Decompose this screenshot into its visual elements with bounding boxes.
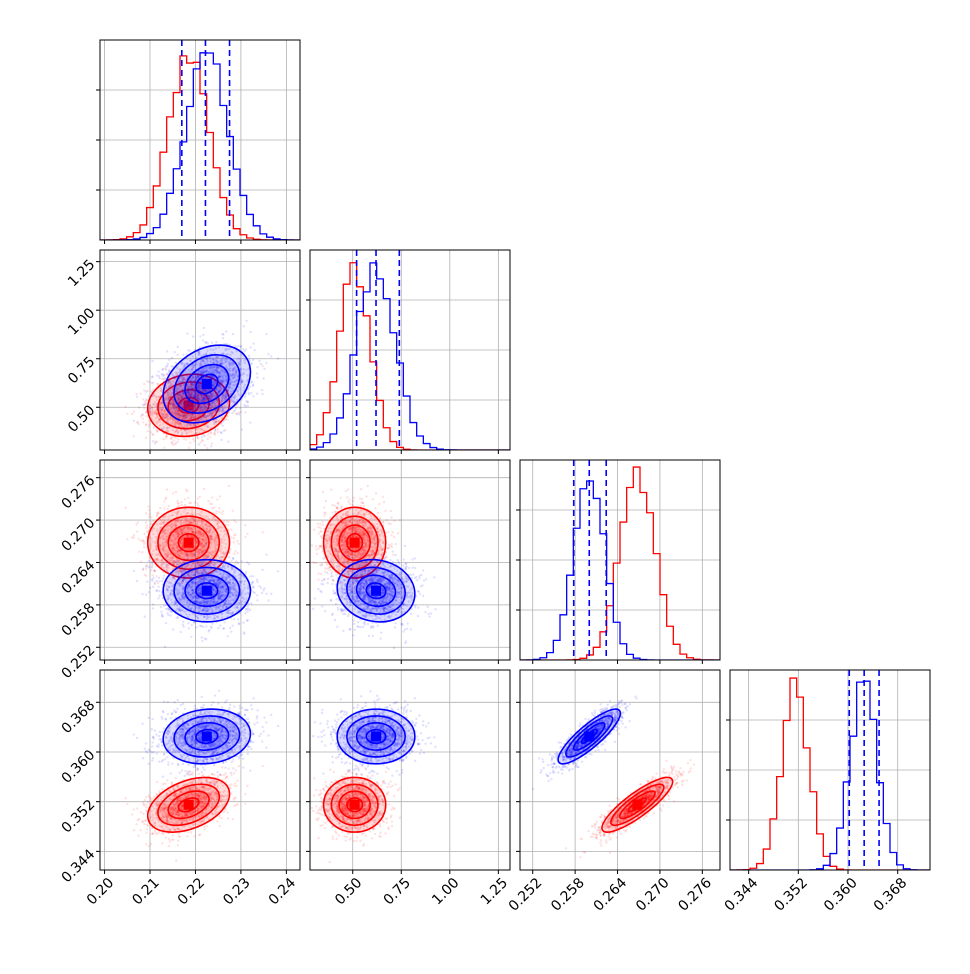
x-tick-label: 0.344 xyxy=(722,875,762,915)
panel-frame xyxy=(100,670,300,870)
blue-histogram xyxy=(520,481,720,660)
blue-density-peak xyxy=(584,731,594,741)
panel-3-0: 0.20 0.21 0.22 0.23 0.24 0.344 0.352 0.360 0.368 xyxy=(59,670,300,908)
x-tick-label: 0.352 xyxy=(771,875,811,915)
red-histogram xyxy=(730,678,930,870)
panel-2-2 xyxy=(516,460,720,664)
panel-content xyxy=(124,485,279,648)
grid-lines xyxy=(730,670,930,870)
panel-content xyxy=(532,696,695,859)
red-histogram xyxy=(100,56,300,240)
red-density-peak xyxy=(350,800,360,810)
x-tick-label: 0.270 xyxy=(633,875,673,915)
x-tick-label: 0.360 xyxy=(821,875,861,915)
red-density-peak xyxy=(632,800,642,810)
y-tick-label: 0.344 xyxy=(59,846,99,886)
panel-content xyxy=(294,485,437,649)
x-tick-label: 0.24 xyxy=(266,875,299,908)
x-tick-label: 0.50 xyxy=(332,875,365,908)
blue-density-peak xyxy=(371,731,381,741)
y-tick-label: 0.252 xyxy=(59,642,99,682)
y-tick-label: 1.25 xyxy=(65,257,98,290)
red-density-peak xyxy=(184,800,194,810)
panel-content xyxy=(124,690,279,862)
x-tick-label: 0.22 xyxy=(175,875,208,908)
panel-2-1 xyxy=(294,460,510,664)
blue-histogram xyxy=(310,263,510,450)
x-tick-label: 0.368 xyxy=(871,875,911,915)
blue-density-peak xyxy=(371,586,381,596)
y-tick-label: 0.50 xyxy=(65,402,98,435)
panel-content xyxy=(124,320,279,467)
blue-density-peak xyxy=(202,379,212,389)
blue-density-peak xyxy=(202,586,212,596)
blue-density-peak xyxy=(202,731,212,741)
x-tick-label: 0.23 xyxy=(220,875,253,908)
x-tick-label: 0.20 xyxy=(84,875,117,908)
y-tick-label: 0.360 xyxy=(59,747,99,787)
red-density-peak xyxy=(350,538,360,548)
x-tick-label: 0.258 xyxy=(548,875,588,915)
panel-1-1 xyxy=(306,250,510,454)
x-tick-label: 0.75 xyxy=(381,875,414,908)
y-tick-label: 0.258 xyxy=(59,600,99,640)
y-tick-label: 1.00 xyxy=(65,305,98,338)
y-tick-label: 0.75 xyxy=(65,354,98,387)
y-tick-label: 0.352 xyxy=(59,797,99,837)
y-tick-label: 0.276 xyxy=(59,473,99,513)
red-density-peak xyxy=(184,538,194,548)
y-tick-label: 0.368 xyxy=(59,697,99,737)
grid-lines xyxy=(100,670,300,870)
y-tick-label: 0.264 xyxy=(59,557,99,597)
y-tick-label: 0.270 xyxy=(59,515,99,555)
x-tick-label: 0.264 xyxy=(591,875,631,915)
panel-content xyxy=(294,690,437,863)
x-tick-label: 0.21 xyxy=(129,875,162,908)
x-tick-label: 1.00 xyxy=(429,875,462,908)
blue-histogram xyxy=(730,681,930,870)
panel-0-0 xyxy=(96,40,300,244)
x-tick-label: 0.276 xyxy=(675,875,715,915)
x-tick-label: 0.252 xyxy=(506,875,546,915)
panel-1-0: 0.50 0.75 1.00 1.25 xyxy=(65,250,300,467)
